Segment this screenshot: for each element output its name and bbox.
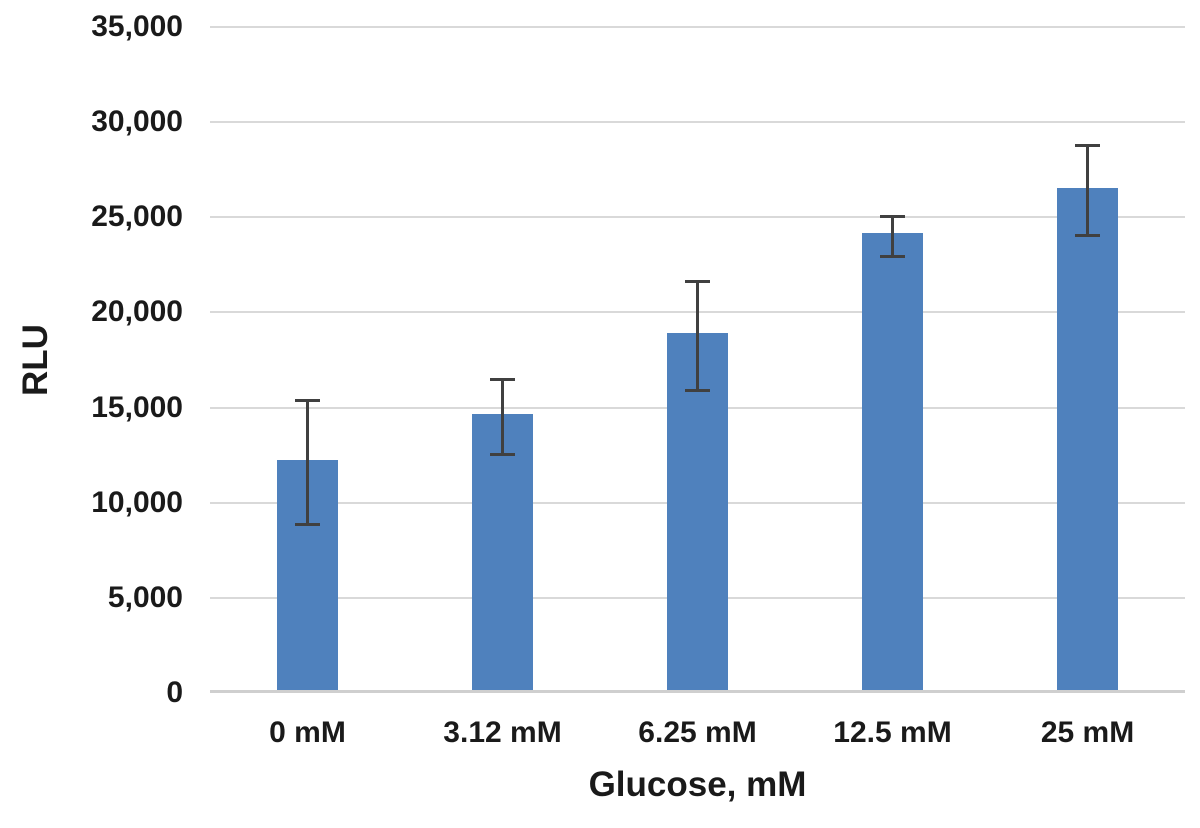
- x-tick-label: 6.25 mM: [638, 716, 757, 749]
- y-tick-label: 15,000: [91, 390, 183, 424]
- gridline: [210, 216, 1185, 219]
- error-bar-cap: [295, 399, 320, 403]
- y-tick-label: 5,000: [107, 580, 183, 614]
- x-tick-label: 12.5 mM: [833, 716, 952, 749]
- bar: [862, 233, 923, 690]
- y-axis-title: RLU: [16, 324, 55, 396]
- gridline: [210, 121, 1185, 124]
- error-bar-cap: [685, 388, 710, 392]
- error-bar-cap: [685, 280, 710, 284]
- error-bar-cap: [490, 378, 515, 382]
- bar: [667, 333, 728, 690]
- x-axis-title: Glucose, mM: [588, 765, 807, 804]
- bar: [1057, 187, 1118, 690]
- y-tick-label: 0: [166, 676, 183, 709]
- error-bar-stem: [891, 216, 894, 257]
- error-bar-stem: [696, 281, 699, 391]
- error-bar-cap: [295, 523, 320, 527]
- gridline: [210, 26, 1185, 28]
- error-bar-cap: [490, 452, 515, 456]
- error-bar-cap: [880, 254, 905, 258]
- x-tick-label: 0 mM: [269, 716, 346, 749]
- plot-area: [210, 26, 1185, 693]
- x-tick-label: 3.12 mM: [443, 716, 562, 749]
- y-tick-label: 30,000: [91, 105, 183, 139]
- error-bar-cap: [1075, 144, 1100, 148]
- y-tick-label: 10,000: [91, 485, 183, 519]
- error-bar-stem: [1086, 145, 1089, 236]
- error-bar-cap: [1075, 233, 1100, 237]
- error-bar-stem: [306, 400, 309, 525]
- bar: [472, 414, 533, 690]
- y-tick-label: 35,000: [91, 10, 183, 43]
- y-tick-label: 20,000: [91, 295, 183, 329]
- x-tick-label: 25 mM: [1040, 716, 1135, 749]
- error-bar-stem: [501, 379, 504, 455]
- error-bar-cap: [880, 214, 905, 218]
- y-tick-label: 25,000: [91, 200, 183, 234]
